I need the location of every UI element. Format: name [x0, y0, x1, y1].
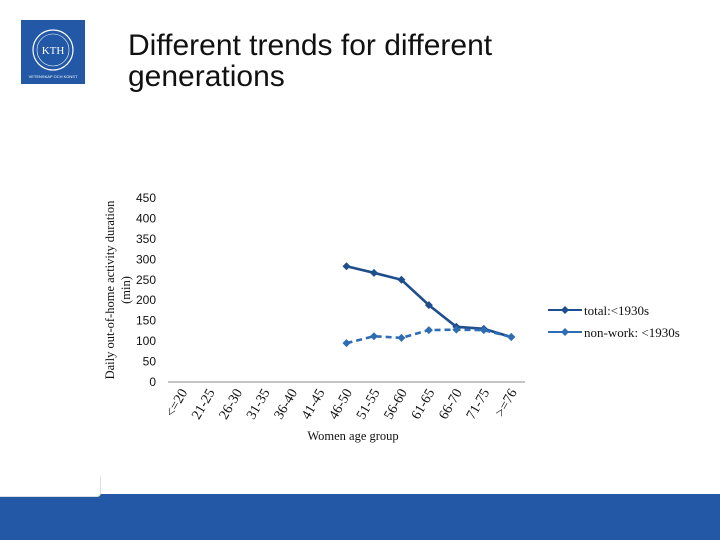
legend-marker	[561, 328, 569, 336]
x-tick-label: 31-35	[244, 387, 273, 423]
x-tick-label: 66-70	[436, 387, 465, 423]
data-point	[369, 268, 378, 277]
y-tick-label: 350	[136, 232, 156, 246]
y-tick-label: 50	[143, 355, 157, 369]
data-point	[424, 301, 433, 310]
kth-logo: KTH VETENSKAP OCH KONST	[21, 20, 85, 84]
y-axis-label: Daily out-of-home activity duration (min)	[103, 200, 133, 380]
data-point	[397, 333, 406, 342]
y-axis-ticks: 0 50 100 150 200 250 300 350 400 450	[136, 191, 156, 389]
y-tick-label: 150	[136, 314, 156, 328]
legend-label: total:<1930s	[584, 303, 649, 318]
x-tick-label: 21-25	[189, 387, 218, 423]
x-tick-label: 71-75	[464, 387, 493, 423]
y-tick-label: 300	[136, 252, 156, 266]
svg-text:VETENSKAP OCH KONST: VETENSKAP OCH KONST	[29, 74, 78, 79]
y-tick-label: 100	[136, 334, 156, 348]
data-point	[479, 326, 488, 335]
footer-bar	[0, 494, 720, 540]
data-point	[424, 326, 433, 335]
legend-label: non-work: <1930s	[584, 325, 680, 340]
data-point	[397, 275, 406, 284]
footer-notch	[0, 476, 101, 497]
x-tick-label: 36-40	[272, 387, 301, 423]
x-tick-label: 56-60	[382, 387, 411, 423]
page-title: Different trends for different generatio…	[128, 30, 492, 92]
data-point	[507, 333, 516, 342]
x-tick-label: <=20	[163, 387, 191, 420]
x-axis-ticks: <=2021-2526-3031-3536-4041-4546-5051-555…	[163, 387, 520, 423]
y-tick-label: 250	[136, 273, 156, 287]
series-layer	[342, 262, 516, 348]
x-tick-label: 26-30	[217, 387, 246, 423]
y-tick-label: 450	[136, 191, 156, 205]
y-tick-label: 0	[149, 375, 156, 389]
data-point	[342, 339, 351, 348]
x-tick-label: 41-45	[299, 387, 328, 423]
x-tick-label: 46-50	[327, 387, 356, 423]
data-point	[452, 325, 461, 334]
y-tick-label: 400	[136, 211, 156, 225]
x-tick-label: 51-55	[354, 387, 383, 423]
title-line-2: generations	[128, 60, 285, 93]
legend-marker	[561, 306, 569, 314]
y-tick-label: 200	[136, 293, 156, 307]
x-axis-label: Women age group	[307, 429, 398, 443]
data-point	[342, 262, 351, 271]
x-tick-label: >=76	[493, 387, 521, 420]
svg-text:KTH: KTH	[42, 45, 65, 57]
x-tick-label: 61-65	[409, 387, 438, 423]
title-line-1: Different trends for different	[128, 29, 493, 62]
data-point	[369, 332, 378, 341]
legend: total:<1930s non-work: <1930s	[548, 303, 680, 340]
